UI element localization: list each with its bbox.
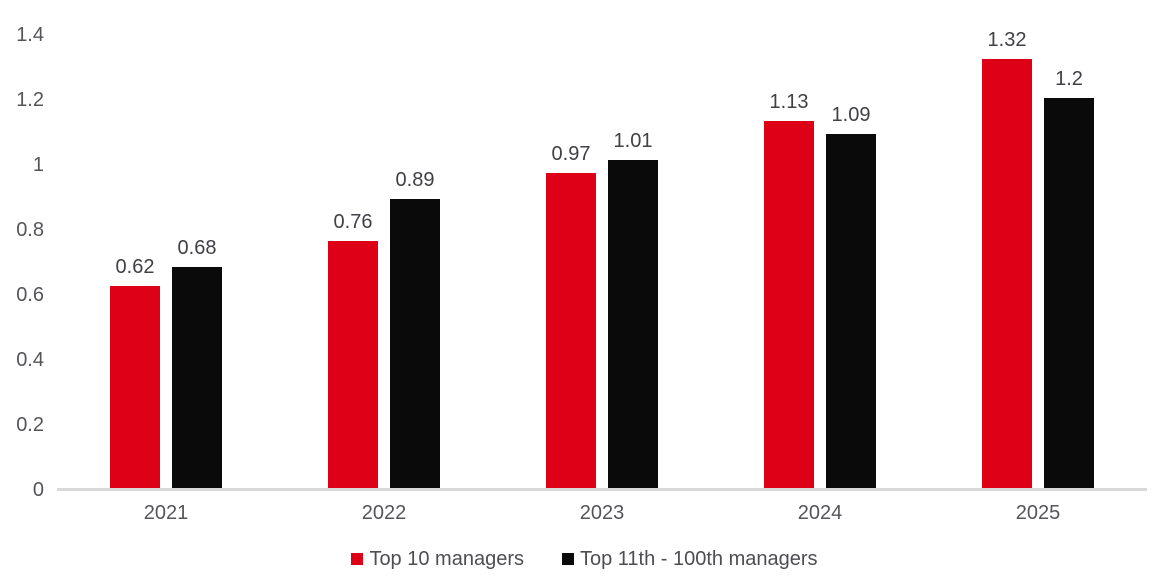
bar-value-label: 0.62 (115, 256, 155, 278)
legend-label: Top 10 managers (369, 548, 524, 570)
y-axis-tick-label: 1.4 (16, 24, 44, 46)
x-axis-tick-label: 2021 (143, 502, 189, 524)
bar-value-label: 1.01 (613, 130, 653, 152)
bar-2024-series-0 (764, 121, 814, 488)
bar-2022-series-0 (328, 241, 378, 488)
x-axis-tick-label: 2023 (579, 502, 625, 524)
bar-value-label: 0.68 (177, 237, 217, 259)
bar-value-label: 0.97 (551, 143, 591, 165)
bar-value-label: 1.09 (831, 104, 871, 126)
bar-value-label: 0.76 (333, 211, 373, 233)
x-axis-tick-label: 2025 (1015, 502, 1061, 524)
y-axis-tick-label: 0.2 (16, 414, 44, 436)
legend-label: Top 11th - 100th managers (579, 548, 818, 570)
y-axis-tick-label: 0.8 (16, 219, 44, 241)
bar-2024-series-1 (826, 134, 876, 488)
bar-value-label: 1.32 (987, 29, 1027, 51)
legend-swatch-icon (351, 553, 364, 565)
y-axis-tick-label: 1 (32, 154, 44, 176)
legend: Top 10 managers Top 11th - 100th managers (0, 548, 1169, 570)
x-axis-line (57, 488, 1147, 491)
legend-swatch-icon (561, 553, 574, 565)
x-axis-tick-label: 2024 (797, 502, 843, 524)
bar-value-label: 1.2 (1055, 68, 1083, 90)
legend-item-1: Top 11th - 100th managers (561, 548, 818, 570)
bar-2021-series-0 (110, 286, 160, 488)
y-axis-tick-label: 1.2 (16, 89, 44, 111)
bar-2021-series-1 (172, 267, 222, 488)
y-axis-tick-label: 0 (32, 479, 44, 501)
bar-2025-series-1 (1044, 98, 1094, 488)
bar-2022-series-1 (390, 199, 440, 488)
bar-value-label: 0.89 (395, 169, 435, 191)
x-axis-tick-label: 2022 (361, 502, 407, 524)
bar-2023-series-0 (546, 173, 596, 488)
bar-value-label: 1.13 (769, 91, 809, 113)
legend-item-0: Top 10 managers (351, 548, 524, 570)
y-axis-tick-label: 0.6 (16, 284, 44, 306)
bar-2023-series-1 (608, 160, 658, 488)
y-axis-tick-label: 0.4 (16, 349, 44, 371)
bar-2025-series-0 (982, 59, 1032, 488)
